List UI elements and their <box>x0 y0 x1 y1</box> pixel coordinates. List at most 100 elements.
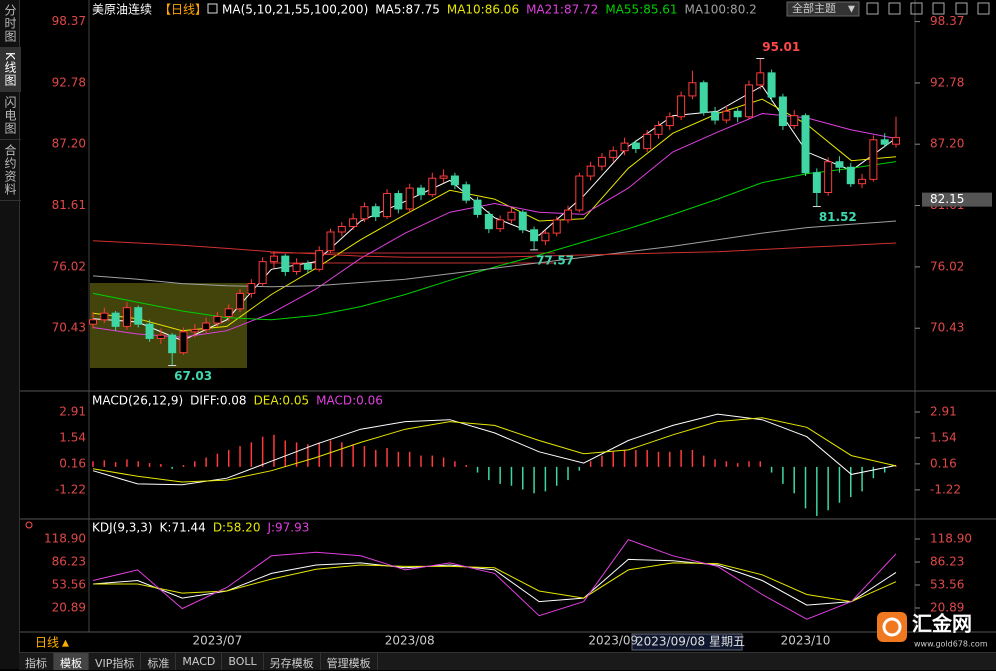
candle-body <box>643 133 652 150</box>
candle-body <box>156 334 165 339</box>
candle-body <box>292 263 301 272</box>
candle-body <box>665 116 674 127</box>
candle-body <box>846 166 855 185</box>
indicator-line <box>92 112 897 338</box>
indicator-line <box>92 558 897 606</box>
cursor-label: 2023/09/08 星期五 <box>636 635 745 649</box>
side-tab[interactable]: 合约资料 <box>0 140 21 201</box>
candle-body <box>394 193 403 210</box>
candle-body <box>801 115 810 174</box>
candle-body <box>858 178 867 185</box>
candle-body <box>812 172 821 193</box>
candle-body <box>597 156 606 167</box>
y-tick-label: 81.61 <box>52 198 86 212</box>
bottom-tab[interactable]: 管理模板 <box>321 653 378 670</box>
annotation: 95.01 <box>762 40 800 54</box>
header-text: MACD:0.06 <box>316 394 383 408</box>
dropdown-arrow: ▼ <box>848 5 855 15</box>
y-tick-label: 86.23 <box>930 555 964 569</box>
candle-body <box>722 110 731 121</box>
candle-body <box>315 250 324 270</box>
y-tick-label: 87.20 <box>52 137 86 151</box>
theme-button[interactable] <box>786 1 860 17</box>
header-text: DEA:0.05 <box>254 394 310 408</box>
header-text: MA55:85.61 <box>605 3 677 17</box>
header-text: MA(5,10,21,55,100,200) <box>222 3 368 17</box>
logo-url: www.gold678.com <box>914 640 988 649</box>
header-text: D:58.20 <box>213 521 261 535</box>
candle-body <box>586 165 595 177</box>
candle-body <box>654 125 663 135</box>
candle-body <box>269 255 278 263</box>
candle-body <box>620 142 629 152</box>
candle-body <box>609 150 618 158</box>
candle-body <box>473 199 482 215</box>
candle-body <box>326 231 335 252</box>
x-tick-label: 2023/09 <box>588 634 638 648</box>
indicator-line <box>92 240 897 258</box>
header-text: DIFF:0.08 <box>190 394 246 408</box>
side-tab[interactable]: K线图 <box>0 48 21 92</box>
bottom-tab[interactable]: 模板 <box>54 653 89 670</box>
y-tick-label: 53.56 <box>52 578 86 592</box>
side-tab[interactable]: 分时图 <box>0 0 21 48</box>
candle-body <box>631 142 640 150</box>
bottom-tab[interactable]: 指标 <box>19 653 54 670</box>
candle-body <box>869 139 878 180</box>
header-text: MA10:86.06 <box>447 3 519 17</box>
candle-body <box>236 292 245 310</box>
candle-body <box>202 322 211 331</box>
y-tick-label: 118.90 <box>930 532 972 546</box>
candle-body <box>247 283 256 294</box>
y-tick-label: 1.54 <box>59 430 86 444</box>
logo-mark <box>882 617 902 637</box>
annotation: 81.52 <box>819 210 857 224</box>
last-price-box <box>922 192 992 207</box>
candle-body <box>892 137 900 145</box>
header-text: K:71.44 <box>160 521 206 535</box>
ma-icon <box>207 3 218 14</box>
toolbar-icons[interactable] <box>866 2 990 15</box>
indicator-line <box>93 562 897 603</box>
header-text: MA5:87.75 <box>375 3 440 17</box>
bottom-tab[interactable]: 标准 <box>141 653 177 670</box>
indicator-line <box>92 413 897 486</box>
candle-body <box>541 232 550 242</box>
header-text: 【日线】 <box>159 3 207 17</box>
annotation: 67.03 <box>174 369 212 383</box>
candle-body <box>111 312 120 327</box>
candle-body <box>224 308 233 317</box>
bottom-tab[interactable]: BOLL <box>222 653 264 670</box>
y-tick-label: 2.91 <box>59 404 86 418</box>
y-tick-label: 0.16 <box>59 456 86 470</box>
theme-button-label[interactable]: 全部主题 <box>792 1 836 15</box>
y-tick-label: 118.90 <box>44 532 86 546</box>
x-tick-label: 2023/10 <box>781 634 831 648</box>
y-tick-label: 98.37 <box>52 14 86 28</box>
logo-name: 汇金网 <box>912 612 972 636</box>
bottom-tab[interactable]: MACD <box>176 653 223 670</box>
side-tab[interactable]: 闪电图 <box>0 92 21 140</box>
y-tick-label: 1.54 <box>930 430 957 444</box>
y-tick-label: 20.89 <box>930 601 964 615</box>
candle-body <box>303 263 312 270</box>
candle-body <box>450 175 459 186</box>
candle-body <box>190 329 199 333</box>
cursor-box <box>631 633 743 651</box>
candle-body <box>484 213 493 230</box>
y-tick-label: 70.43 <box>52 321 86 335</box>
period-arrow: ▲ <box>62 639 69 649</box>
candle-body <box>733 110 742 118</box>
indicator-line <box>92 539 897 620</box>
kdj-icon <box>25 521 33 529</box>
bottom-tab[interactable]: 另存模板 <box>264 653 321 670</box>
candle-body <box>405 187 414 210</box>
candle-body <box>790 115 799 127</box>
y-tick-label: 76.02 <box>52 259 86 273</box>
x-tick-label: 2023/07 <box>192 634 242 648</box>
candle-body <box>439 175 448 179</box>
candle-body <box>507 211 516 221</box>
indicator-line <box>92 220 897 288</box>
bottom-tab[interactable]: VIP指标 <box>89 653 142 670</box>
y-tick-label: 87.20 <box>930 137 964 151</box>
